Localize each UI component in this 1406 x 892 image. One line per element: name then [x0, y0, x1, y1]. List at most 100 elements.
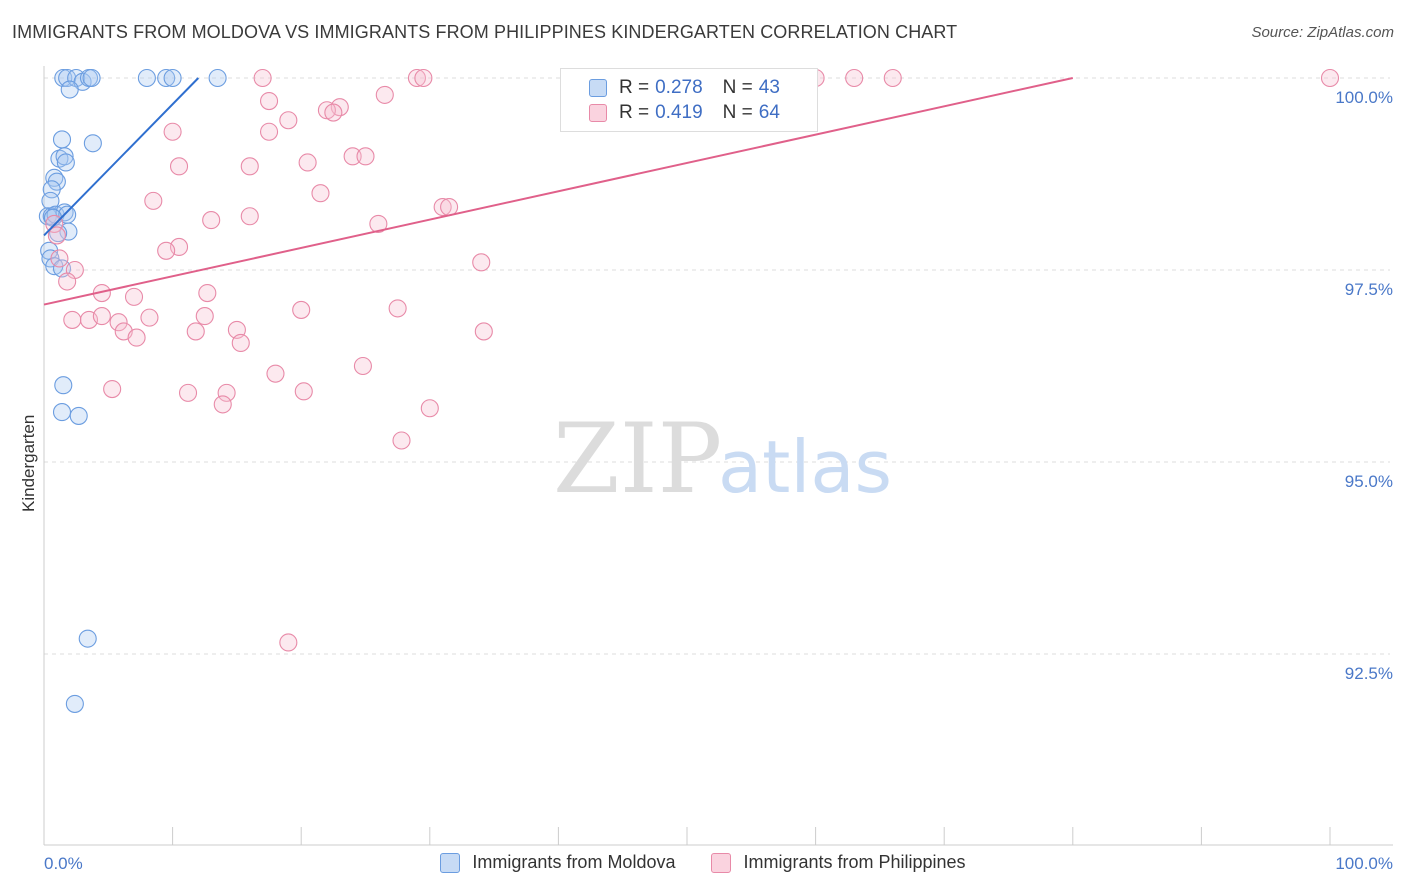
source-label[interactable]: Source: ZipAtlas.com [1251, 24, 1394, 41]
moldova-point [54, 68, 73, 88]
philippines-point [414, 68, 433, 88]
philippines-point [213, 395, 232, 414]
philippines-trend-line [43, 77, 1074, 306]
moldova-points [38, 68, 227, 713]
y-tick-label: 92.5% [1345, 664, 1393, 683]
watermark-zip: ZIP [553, 403, 722, 515]
philippines-point [109, 313, 128, 332]
y-tick-label: 100.0% [1335, 88, 1393, 107]
philippines-point [472, 253, 491, 272]
philippines-point [186, 322, 205, 341]
philippines-point [124, 287, 144, 306]
legend-r-label: R = [619, 102, 650, 123]
x-tick-label: 0.0% [44, 854, 83, 873]
moldova-point [52, 403, 72, 422]
legend-r-value: 0.419 [655, 102, 703, 123]
legend-n-label: N = [722, 77, 753, 98]
moldova-point [82, 68, 101, 88]
philippines-point [388, 299, 407, 318]
philippines-point [440, 197, 459, 217]
legend-r-label: R = [619, 77, 650, 98]
philippines-point [47, 226, 66, 245]
moldova-point [163, 68, 182, 88]
philippines-point [474, 322, 493, 341]
trend-lines [43, 77, 1074, 306]
philippines-point [195, 307, 214, 326]
moldova-point [78, 629, 97, 648]
moldova-point [60, 80, 79, 99]
moldova-point [83, 134, 102, 153]
legend-swatch-philippines [589, 104, 607, 122]
philippines-point [279, 111, 298, 130]
philippines-point [202, 211, 221, 230]
moldova-point [208, 68, 227, 88]
watermark-atlas: atlas [718, 425, 892, 509]
moldova-point [65, 694, 84, 713]
philippines-points [45, 68, 1340, 652]
philippines-point [50, 249, 69, 268]
moldova-point [55, 147, 74, 166]
chart-title: IMMIGRANTS FROM MOLDOVA VS IMMIGRANTS FR… [12, 22, 958, 42]
philippines-point [266, 364, 285, 383]
philippines-point [279, 633, 298, 652]
legend-label-moldova: Immigrants from Moldova [472, 852, 676, 872]
philippines-point [169, 157, 189, 176]
philippines-point [420, 399, 439, 418]
legend-r-value: 0.278 [655, 77, 703, 98]
philippines-point [240, 207, 259, 226]
philippines-point [343, 147, 362, 166]
legend-item-moldova[interactable]: Immigrants from Moldova [440, 852, 675, 873]
axes [43, 66, 1393, 846]
moldova-point [52, 130, 72, 149]
moldova-point [54, 376, 73, 395]
philippines-point [198, 283, 217, 303]
stats-legend: R = 0.278 N = 43 R = 0.419 N = 64 [560, 68, 818, 132]
philippines-point [433, 197, 452, 217]
philippines-point [231, 333, 250, 353]
legend-n-value: 43 [758, 77, 780, 98]
moldova-point [137, 68, 156, 88]
moldova-point [55, 203, 74, 222]
philippines-point [883, 68, 902, 88]
y-tick-label: 97.5% [1345, 280, 1393, 299]
legend-n-label: N = [722, 102, 753, 123]
moldova-point [157, 68, 176, 88]
philippines-point [157, 241, 176, 260]
philippines-point [845, 68, 864, 88]
philippines-point [240, 157, 259, 176]
philippines-point [144, 191, 163, 210]
legend-row-philippines: R = 0.419 N = 64 [589, 101, 780, 125]
philippines-point [103, 379, 122, 399]
y-axis-label: Kindergarten [19, 415, 38, 512]
y-tick-labels: 100.0% 97.5% 95.0% 92.5% [1335, 88, 1393, 683]
moldova-trend-line [43, 77, 200, 237]
legend-item-philippines[interactable]: Immigrants from Philippines [711, 852, 966, 873]
philippines-point [92, 307, 111, 326]
philippines-point [259, 122, 279, 141]
philippines-point [353, 356, 372, 376]
philippines-point [259, 91, 279, 111]
moldova-point [42, 180, 61, 199]
legend-n-value: 64 [758, 102, 780, 123]
x-tick-labels: 0.0% 100.0% [44, 854, 1393, 873]
philippines-point [63, 310, 82, 329]
x-tick-label: 100.0% [1335, 854, 1393, 873]
legend-row-moldova: R = 0.278 N = 43 [589, 76, 780, 100]
legend-label-philippines: Immigrants from Philippines [743, 852, 966, 872]
philippines-point [294, 382, 313, 401]
philippines-point [253, 68, 272, 88]
legend-swatch-moldova [440, 852, 461, 873]
philippines-point [58, 272, 77, 291]
philippines-point [311, 184, 330, 203]
philippines-point [217, 383, 236, 402]
philippines-point [163, 122, 182, 141]
philippines-point [298, 153, 317, 172]
philippines-point [356, 147, 375, 166]
philippines-point [292, 300, 311, 319]
philippines-point [407, 68, 426, 88]
philippines-point [392, 431, 411, 450]
philippines-point [375, 85, 394, 104]
series-legend: Immigrants from Moldova Immigrants from … [0, 852, 1406, 873]
moldova-point [56, 153, 75, 172]
